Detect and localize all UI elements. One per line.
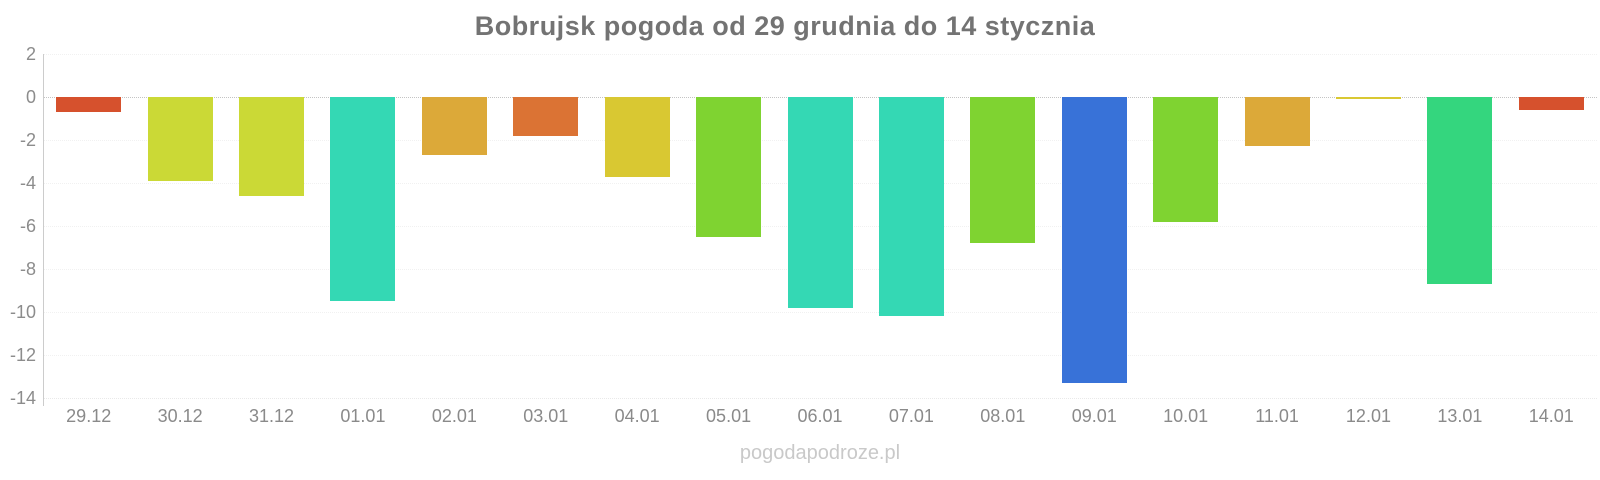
bar-03.01[interactable] (513, 97, 579, 136)
bar-12.01[interactable] (1335, 97, 1401, 100)
x-tick-label: 06.01 (797, 406, 843, 426)
watermark: pogodapodroze.pl (739, 442, 901, 464)
x-tick-label: 13.01 (1437, 406, 1483, 426)
gridline (43, 312, 1597, 313)
bar-29.12[interactable] (56, 97, 122, 113)
x-tick-label: 02.01 (431, 406, 477, 426)
x-tick-label: 03.01 (523, 406, 569, 426)
x-tick-label: 10.01 (1163, 406, 1209, 426)
x-tick-label: 09.01 (1071, 406, 1117, 426)
x-tick-label: 08.01 (980, 406, 1026, 426)
x-tick-label: 11.01 (1255, 406, 1299, 426)
gridline (43, 54, 1597, 55)
y-tick-label: -8 (19, 259, 36, 279)
bar-05.01[interactable] (696, 97, 762, 237)
bar-01.01[interactable] (330, 97, 396, 302)
bar-07.01[interactable] (878, 97, 944, 317)
y-tick-label: 2 (25, 44, 36, 64)
y-tick-label: 0 (25, 87, 36, 107)
x-tick-label: 12.01 (1345, 406, 1391, 426)
y-tick-label: -10 (9, 302, 36, 322)
x-tick-label: 05.01 (706, 406, 752, 426)
x-tick-label: 14.01 (1528, 406, 1574, 426)
bar-14.01[interactable] (1518, 97, 1584, 110)
bar-11.01[interactable] (1244, 97, 1310, 147)
x-tick-label: 07.01 (888, 406, 934, 426)
gridline (43, 398, 1597, 399)
bar-09.01[interactable] (1061, 97, 1127, 383)
y-axis-line (43, 54, 44, 406)
bar-08.01[interactable] (970, 97, 1036, 244)
gridline (43, 355, 1597, 356)
bar-13.01[interactable] (1427, 97, 1493, 285)
x-tick-label: 04.01 (614, 406, 660, 426)
y-tick-label: -2 (19, 130, 36, 150)
bar-04.01[interactable] (604, 97, 670, 177)
y-tick-label: -6 (19, 216, 36, 236)
bar-06.01[interactable] (787, 97, 853, 308)
chart-title: Bobrujsk pogoda od 29 grudnia do 14 styc… (474, 11, 1096, 41)
bar-02.01[interactable] (421, 97, 487, 156)
bar-10.01[interactable] (1153, 97, 1219, 222)
x-tick-label: 30.12 (157, 406, 203, 426)
x-tick-label: 29.12 (66, 406, 112, 426)
y-tick-label: -12 (9, 345, 36, 365)
bar-31.12[interactable] (239, 97, 305, 196)
y-tick-label: -14 (9, 388, 36, 408)
bar-30.12[interactable] (147, 97, 213, 181)
y-tick-label: -4 (19, 173, 36, 193)
x-tick-label: 31.12 (248, 406, 295, 426)
x-tick-label: 01.01 (340, 406, 386, 426)
